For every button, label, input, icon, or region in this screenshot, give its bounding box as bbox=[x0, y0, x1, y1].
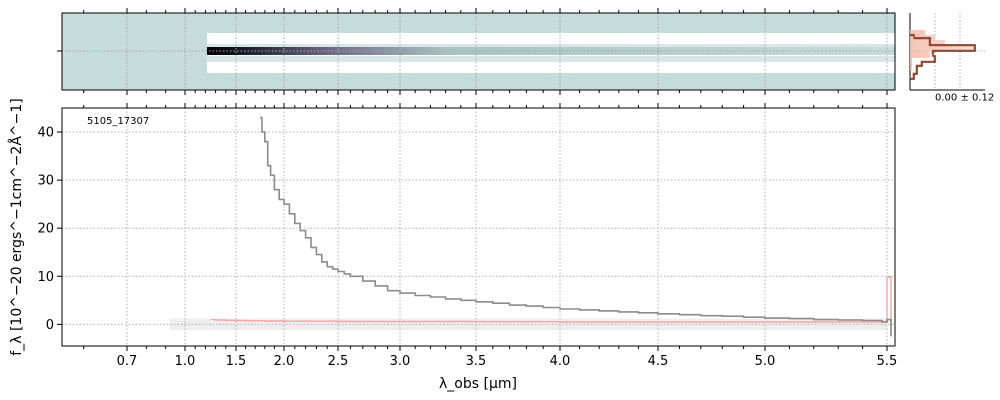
x-tick-label: 2.5 bbox=[328, 354, 349, 369]
profile-annotation: 0.00 ± 0.12 bbox=[935, 92, 994, 103]
y-tick-label: 40 bbox=[37, 126, 54, 141]
x-tick-label: 5.0 bbox=[755, 354, 776, 369]
x-tick-label: 1.5 bbox=[226, 354, 247, 369]
object-id-label: 5105_17307 bbox=[87, 116, 149, 127]
spectrum-2d-trace-lower bbox=[207, 56, 895, 62]
profile-line-inner bbox=[910, 35, 975, 79]
x-tick-label: 4.5 bbox=[648, 354, 669, 369]
y-tick-label: 20 bbox=[37, 222, 54, 237]
x-tick-label: 3.0 bbox=[390, 354, 411, 369]
spectrum-1d-frame bbox=[61, 107, 896, 347]
y-axis-label: f_λ [10^−20 ergs^−1cm^−2Å^−1] bbox=[8, 98, 25, 355]
y-tick-label: 0 bbox=[46, 318, 54, 333]
spectrum-2d-panel bbox=[57, 8, 896, 95]
y-tick-label: 10 bbox=[37, 270, 54, 285]
y-tick-label: 30 bbox=[37, 174, 54, 189]
spectrum-1d-series bbox=[210, 116, 892, 337]
spectrum-2d-trace-core bbox=[207, 47, 895, 55]
x-tick-label: 1.0 bbox=[175, 354, 196, 369]
x-tick-label: 5.5 bbox=[877, 354, 898, 369]
x-tick-label: 4.0 bbox=[550, 354, 571, 369]
x-tick-label: 2.0 bbox=[274, 354, 295, 369]
x-tick-label: 3.5 bbox=[466, 354, 487, 369]
spectrum-1d-panel: 0.7 1.0 1.5 2.0 2.5 3.0 3.5 4.0 4.5 5.0 5.5 0 10 20 30… bbox=[8, 98, 897, 392]
spectrum-1d-grid bbox=[62, 108, 895, 346]
flux-series bbox=[260, 116, 892, 337]
x-tick-label: 0.7 bbox=[117, 354, 138, 369]
x-axis-label: λ_obs [μm] bbox=[439, 376, 517, 392]
spectrum-2d-grid bbox=[62, 13, 895, 90]
profile-panel: 0.00 ± 0.12 bbox=[909, 13, 994, 103]
